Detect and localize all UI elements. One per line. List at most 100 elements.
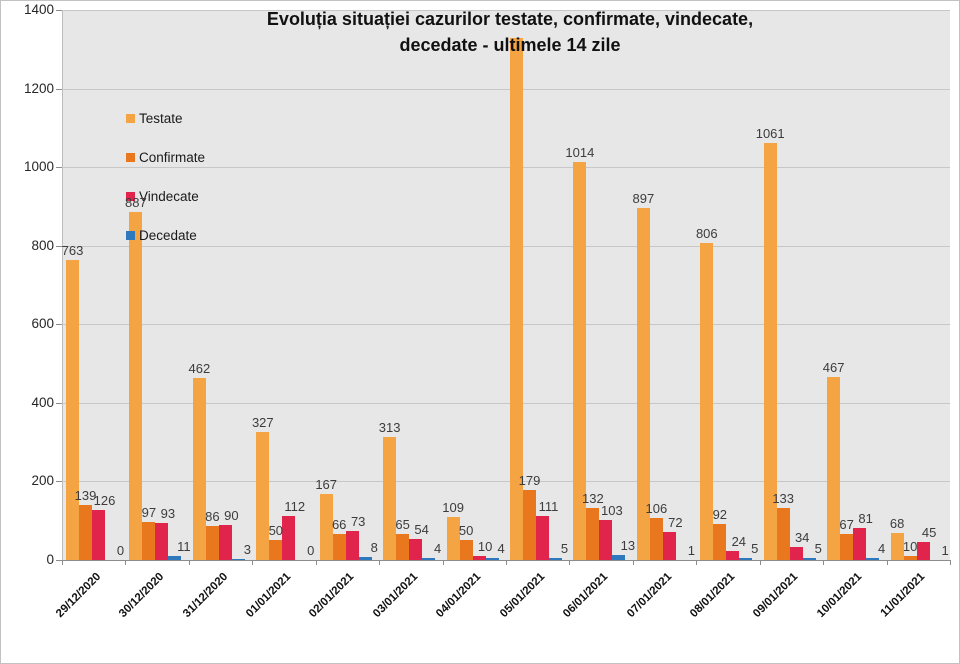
- data-label-vindecate: 81: [858, 511, 873, 526]
- y-axis-label: 0: [46, 552, 54, 567]
- bar-decedate-30/12/2020: [168, 556, 182, 560]
- bar-vindecate-03/01/2021: [409, 539, 423, 560]
- y-axis-tick: [56, 246, 62, 247]
- legend-marker-decedate: [126, 230, 135, 240]
- x-axis-tick: [125, 560, 126, 565]
- gridline-y800: [62, 246, 950, 247]
- y-axis-label: 1400: [23, 2, 54, 17]
- bar-vindecate-08/01/2021: [726, 551, 740, 560]
- data-label-decedate: 4: [497, 541, 505, 556]
- x-axis-tick: [252, 560, 253, 565]
- bar-confirmate-05/01/2021: [523, 490, 536, 560]
- data-label-testate: 1061: [755, 126, 785, 141]
- y-axis-tick: [56, 481, 62, 482]
- chart-title-line2: decedate - ultimele 14 zile: [399, 35, 621, 55]
- x-axis-tick: [316, 560, 317, 565]
- bar-testate-08/01/2021: [700, 243, 714, 560]
- bar-vindecate-02/01/2021: [345, 531, 359, 560]
- y-axis-label: 200: [31, 473, 54, 488]
- data-label-testate: 462: [188, 361, 211, 376]
- data-label-confirmate: 133: [772, 491, 795, 506]
- bar-confirmate-01/01/2021: [269, 540, 283, 560]
- bar-confirmate-31/12/2020: [205, 526, 219, 560]
- bar-testate-05/01/2021: [510, 38, 523, 560]
- x-axis-tick: [189, 560, 190, 565]
- bar-confirmate-30/12/2020: [142, 522, 156, 560]
- data-label-decedate: 8: [370, 540, 378, 555]
- y-axis-label: 1000: [23, 159, 54, 174]
- y-axis-tick: [56, 324, 62, 325]
- bar-confirmate-09/01/2021: [776, 508, 790, 560]
- bar-testate-30/12/2020: [129, 212, 143, 560]
- bar-vindecate-04/01/2021: [472, 556, 486, 560]
- bar-vindecate-10/01/2021: [853, 528, 867, 560]
- data-label-testate: 887: [125, 195, 147, 210]
- x-axis-tick: [62, 560, 63, 565]
- data-label-testate: 68: [889, 516, 905, 531]
- bar-testate-10/01/2021: [827, 377, 841, 560]
- bar-confirmate-06/01/2021: [586, 508, 600, 560]
- gridline-y1400: [62, 10, 950, 11]
- bar-testate-06/01/2021: [573, 162, 587, 560]
- x-axis-tick: [443, 560, 444, 565]
- data-label-confirmate: 97: [141, 505, 157, 520]
- data-label-vindecate: 45: [921, 525, 937, 540]
- bar-confirmate-03/01/2021: [396, 534, 410, 560]
- bar-vindecate-07/01/2021: [662, 532, 676, 560]
- bar-decedate-02/01/2021: [358, 557, 372, 560]
- bar-confirmate-29/12/2020: [79, 505, 92, 560]
- data-label-testate: 109: [442, 500, 464, 515]
- gridline-y600: [62, 324, 950, 325]
- data-label-decedate: 13: [620, 538, 636, 553]
- data-label-vindecate: 111: [538, 499, 559, 514]
- chart-title: Evoluția situației cazurilor testate, co…: [60, 6, 960, 58]
- legend-label-confirmate: Confirmate: [139, 149, 206, 165]
- data-label-vindecate: 34: [794, 530, 810, 545]
- legend-marker-vindecate: [126, 191, 135, 201]
- bar-testate-07/01/2021: [636, 208, 650, 560]
- gridline-y400: [62, 403, 950, 404]
- data-label-confirmate: 86: [205, 509, 220, 524]
- y-axis-tick: [56, 167, 62, 168]
- legend-label-testate: Testate: [139, 110, 183, 126]
- bar-decedate-06/01/2021: [612, 555, 626, 560]
- data-label-decedate: 1: [941, 543, 949, 558]
- data-label-confirmate: 67: [839, 517, 854, 532]
- bar-confirmate-11/01/2021: [903, 556, 917, 560]
- data-label-decedate: 0: [307, 543, 315, 558]
- bar-testate-04/01/2021: [446, 517, 460, 560]
- bar-testate-11/01/2021: [890, 533, 904, 560]
- data-label-vindecate: 90: [224, 508, 239, 523]
- plot-area: [62, 10, 950, 560]
- bar-confirmate-02/01/2021: [332, 534, 346, 560]
- data-label-vindecate: 93: [160, 506, 176, 521]
- data-label-decedate: 4: [433, 541, 442, 556]
- data-label-confirmate: 50: [268, 523, 284, 538]
- gridline-y200: [62, 481, 950, 482]
- data-label-testate: 763: [61, 243, 84, 258]
- data-label-confirmate: 65: [395, 517, 410, 532]
- x-axis-tick: [696, 560, 697, 565]
- bar-confirmate-04/01/2021: [459, 540, 473, 560]
- data-label-confirmate: 179: [518, 473, 541, 488]
- y-axis-label: 400: [31, 395, 54, 410]
- bar-decedate-08/01/2021: [739, 558, 753, 560]
- y-axis-label: 600: [31, 316, 54, 331]
- chart-title-line1: Evoluția situației cazurilor testate, co…: [266, 9, 754, 29]
- data-label-decedate: 0: [116, 543, 125, 558]
- data-label-testate: 313: [378, 420, 401, 435]
- bar-testate-29/12/2020: [66, 260, 79, 560]
- bar-vindecate-09/01/2021: [789, 547, 803, 560]
- y-axis-label: 800: [31, 238, 54, 253]
- gridline-y1000: [62, 167, 950, 168]
- data-label-decedate: 1: [687, 543, 695, 558]
- bar-vindecate-05/01/2021: [536, 516, 549, 560]
- data-label-testate: 806: [695, 226, 718, 241]
- legend-item-vindecate: Vindecate: [126, 188, 199, 204]
- bar-vindecate-11/01/2021: [916, 542, 930, 560]
- y-axis-label: 1200: [23, 81, 54, 96]
- data-label-confirmate: 92: [712, 507, 728, 522]
- bar-decedate-31/12/2020: [231, 559, 245, 560]
- data-label-testate: 167: [315, 477, 338, 492]
